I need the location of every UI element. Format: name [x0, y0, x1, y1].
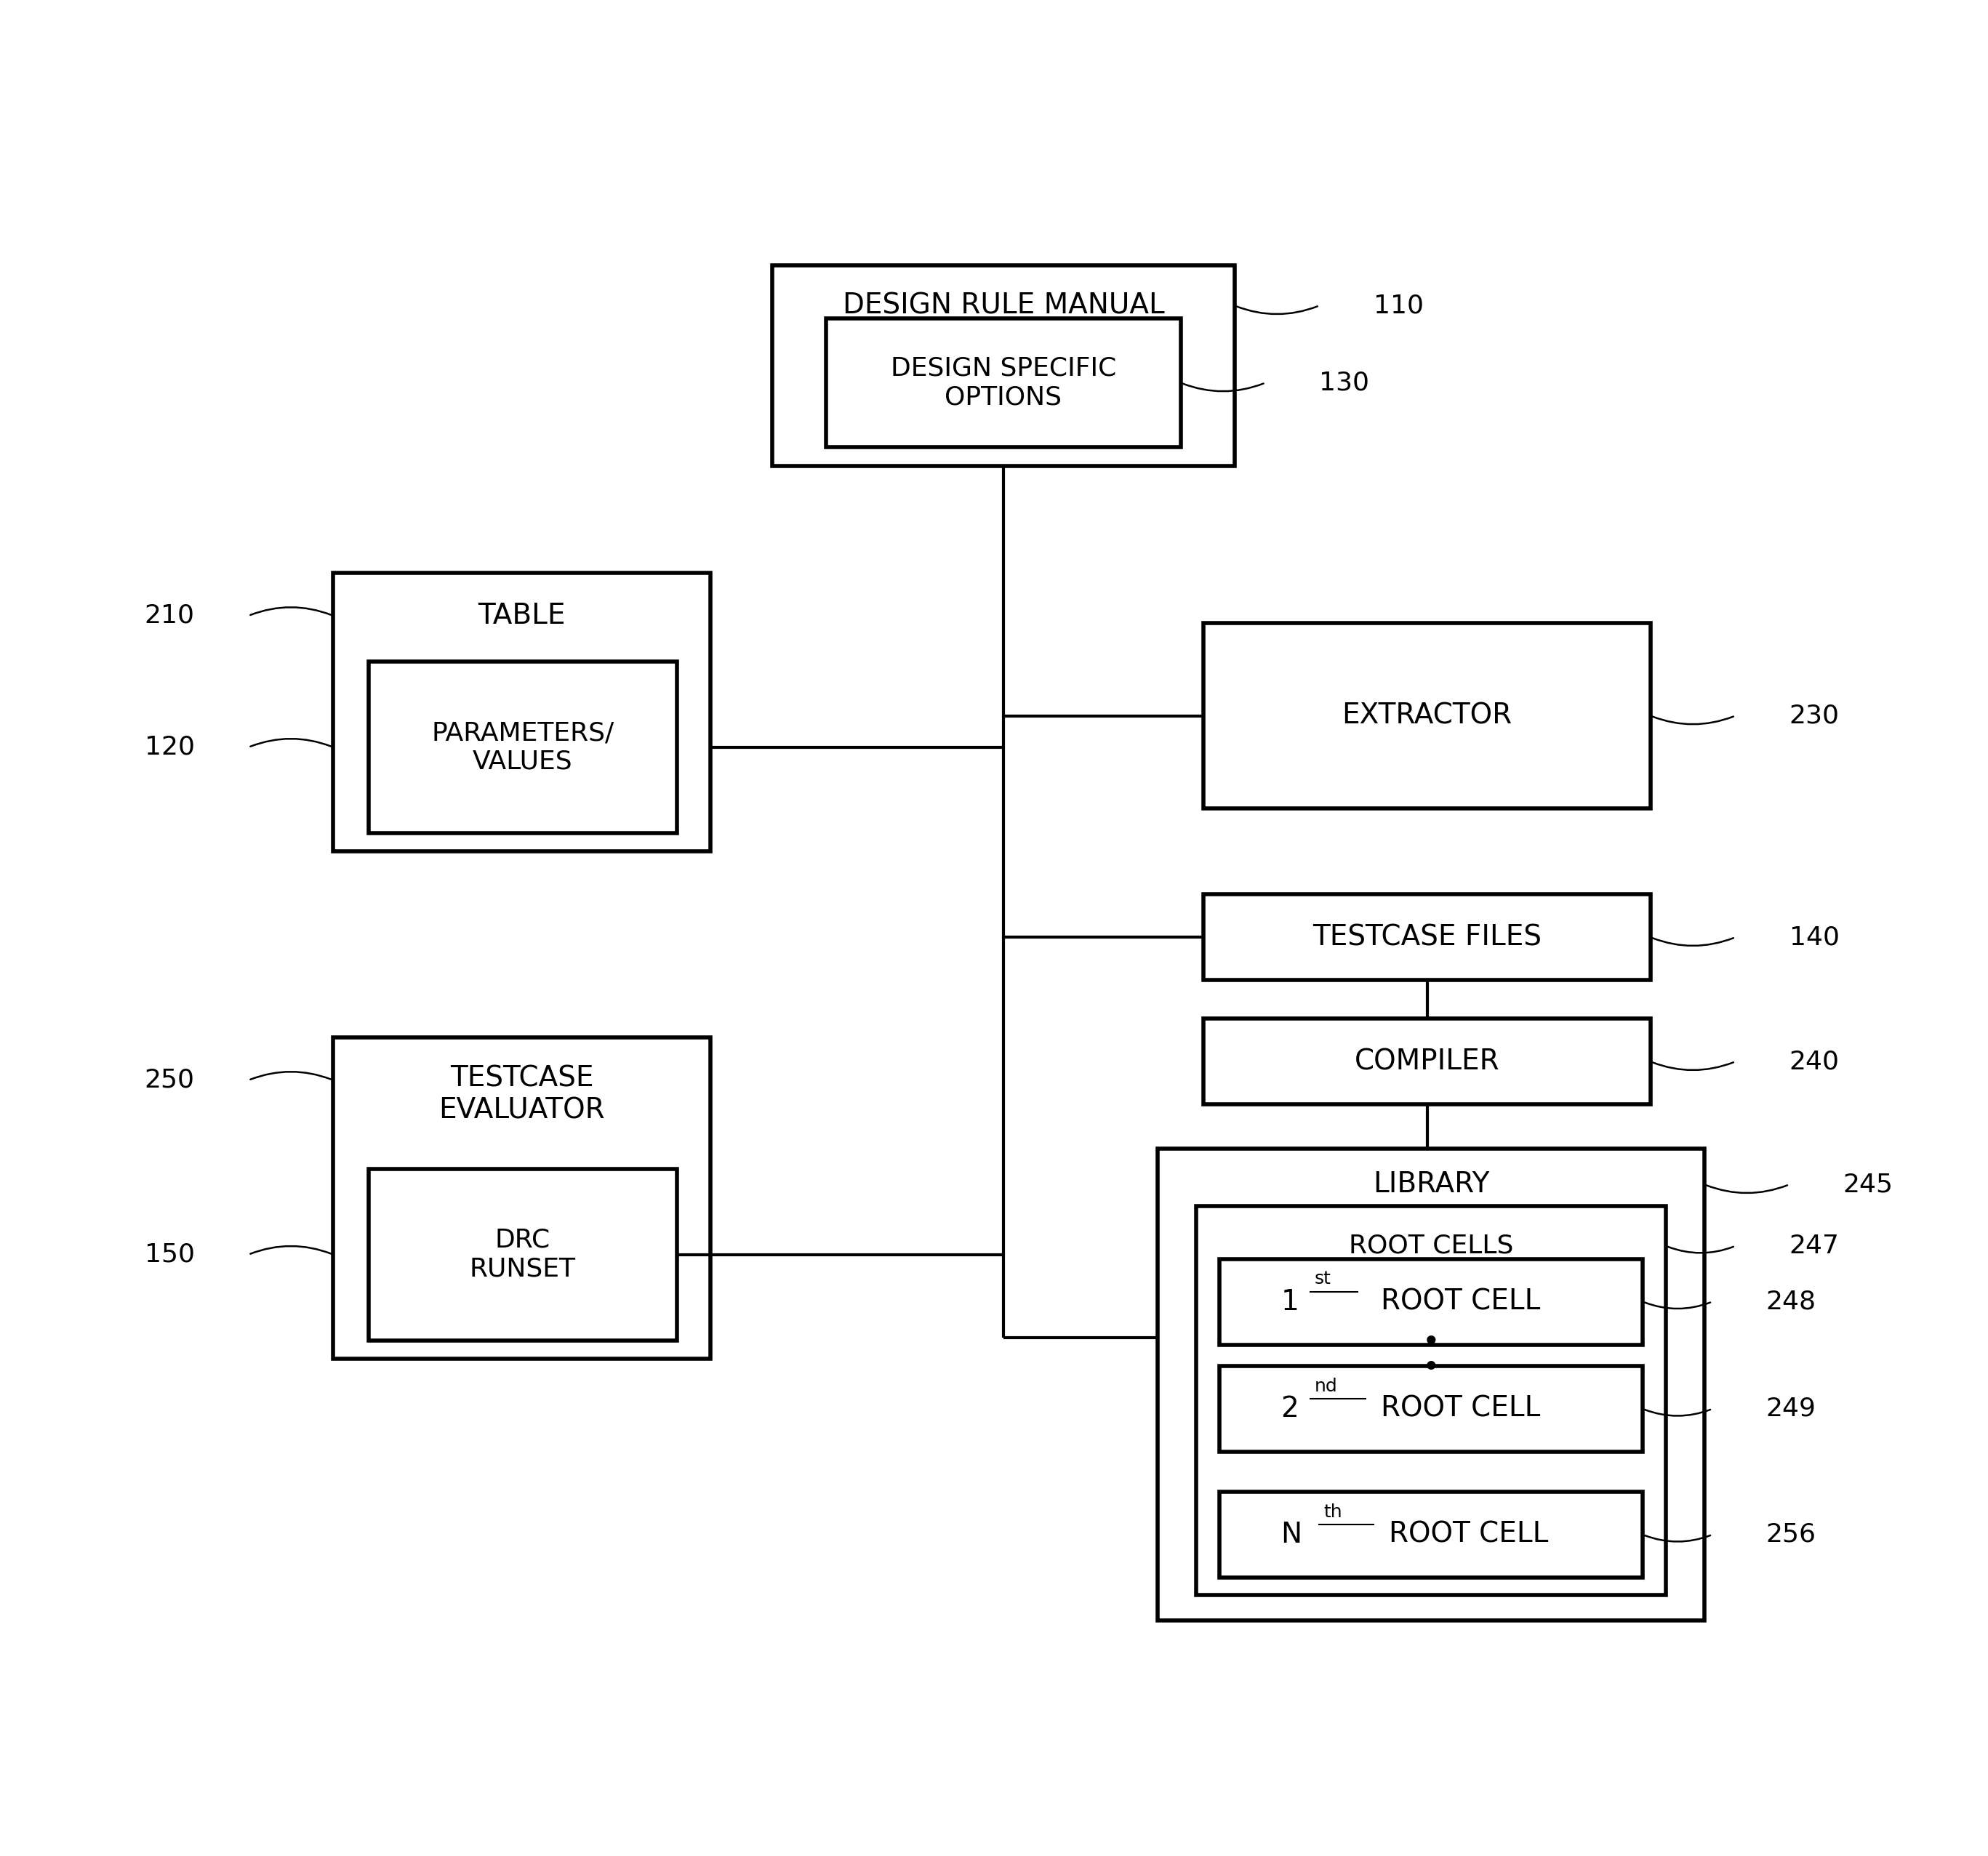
Bar	[334, 574, 712, 852]
Bar	[1205, 895, 1650, 980]
Text: 256: 256	[1765, 1522, 1817, 1548]
Text: 245: 245	[1843, 1173, 1893, 1197]
Bar	[827, 319, 1181, 447]
Text: 250: 250	[145, 1067, 195, 1093]
Bar	[368, 661, 676, 833]
Text: 249: 249	[1765, 1396, 1817, 1422]
Bar	[368, 1169, 676, 1340]
Text: 110: 110	[1374, 293, 1423, 317]
Text: ROOT CELLS: ROOT CELLS	[1348, 1234, 1513, 1258]
Text: 1: 1	[1280, 1288, 1298, 1316]
Text: 120: 120	[145, 735, 195, 759]
Bar	[1219, 1492, 1642, 1578]
Bar	[1157, 1149, 1704, 1620]
Text: COMPILER: COMPILER	[1354, 1049, 1499, 1075]
Text: DESIGN SPECIFIC
OPTIONS: DESIGN SPECIFIC OPTIONS	[891, 356, 1117, 410]
Text: N: N	[1280, 1520, 1302, 1548]
Text: 247: 247	[1789, 1234, 1839, 1258]
Text: DRC
RUNSET: DRC RUNSET	[469, 1229, 577, 1281]
Text: 248: 248	[1765, 1290, 1817, 1314]
Text: 210: 210	[145, 603, 195, 627]
Bar	[1219, 1366, 1642, 1451]
Text: TABLE: TABLE	[479, 601, 567, 629]
Text: ROOT CELL: ROOT CELL	[1388, 1520, 1549, 1548]
Text: th: th	[1324, 1503, 1342, 1520]
Text: EXTRACTOR: EXTRACTOR	[1342, 702, 1513, 729]
Text: 130: 130	[1320, 371, 1370, 395]
Bar	[1219, 1258, 1642, 1344]
Bar	[1197, 1206, 1666, 1594]
Text: ROOT CELL: ROOT CELL	[1382, 1396, 1541, 1424]
Text: 230: 230	[1789, 703, 1839, 728]
Text: nd: nd	[1314, 1377, 1338, 1394]
Text: 2: 2	[1280, 1396, 1298, 1424]
Text: •
•: • •	[1421, 1327, 1439, 1383]
Text: st: st	[1314, 1270, 1332, 1288]
Text: TESTCASE
EVALUATOR: TESTCASE EVALUATOR	[439, 1065, 604, 1125]
Text: 150: 150	[145, 1242, 195, 1268]
Text: ROOT CELL: ROOT CELL	[1382, 1288, 1541, 1316]
Bar	[773, 265, 1235, 466]
Text: 240: 240	[1789, 1049, 1839, 1075]
Bar	[334, 1038, 712, 1359]
Text: 140: 140	[1789, 924, 1839, 950]
Text: DESIGN RULE MANUAL: DESIGN RULE MANUAL	[843, 291, 1165, 319]
Bar	[1205, 1019, 1650, 1104]
Text: LIBRARY: LIBRARY	[1372, 1171, 1489, 1199]
Text: TESTCASE FILES: TESTCASE FILES	[1312, 924, 1541, 950]
Text: PARAMETERS/
VALUES: PARAMETERS/ VALUES	[431, 720, 614, 774]
Bar	[1205, 624, 1650, 809]
